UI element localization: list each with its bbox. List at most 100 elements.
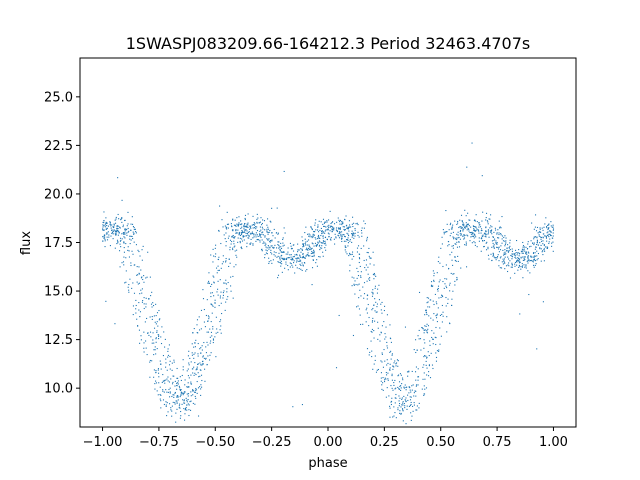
data-point [534,248,536,250]
data-point [132,305,135,307]
data-point [223,282,225,284]
data-point [225,261,227,263]
data-point [147,251,149,253]
x-tick-label: 0.50 [426,435,455,450]
data-point [182,369,184,371]
data-point [457,222,459,224]
data-point [249,225,251,227]
data-point [370,340,372,342]
data-point [515,257,517,259]
data-point [104,224,106,226]
data-point [390,401,392,403]
data-point [488,236,490,238]
data-point [441,295,443,297]
data-point [398,395,400,397]
data-point [205,346,207,348]
data-point [249,233,251,235]
data-point [239,242,241,244]
data-point [312,243,314,245]
data-point [432,300,434,302]
data-point [508,247,510,249]
data-point [456,238,458,241]
data-point [415,339,417,341]
data-point [221,263,223,265]
data-point [149,359,151,362]
data-point [339,221,341,223]
data-point [191,343,193,345]
data-point [433,272,435,274]
data-point [359,258,361,260]
data-point [377,327,379,329]
data-point [507,270,509,273]
data-point [192,390,195,392]
data-point [145,303,147,305]
data-point [507,244,509,246]
data-point [283,244,285,246]
data-point [268,238,270,240]
data-point [132,282,134,284]
data-point [523,246,525,248]
data-point [493,256,495,258]
data-point [320,234,322,237]
data-point [391,373,393,375]
data-point [274,237,276,239]
data-point [123,264,125,266]
data-point [528,252,530,254]
data-point [247,231,249,234]
data-point [180,392,182,394]
data-point [423,356,425,358]
data-point [232,236,234,238]
data-point [135,230,137,233]
data-point [451,304,453,306]
data-point [317,236,319,238]
data-point [107,225,110,227]
data-point [487,229,489,231]
data-point [525,252,527,254]
data-point [519,261,521,263]
data-point [432,343,434,345]
data-point [424,342,426,344]
data-point [373,304,375,306]
data-point [496,246,498,248]
data-point [384,381,386,383]
data-point [324,236,327,238]
data-point [469,240,471,242]
data-point [508,250,510,252]
data-point [112,232,114,234]
data-point [403,386,405,388]
data-point [161,326,163,328]
data-point [266,238,268,240]
data-point [463,223,465,225]
data-point [478,226,480,228]
data-point [289,254,291,256]
data-point [465,215,467,217]
data-point [160,394,162,396]
data-point [522,252,524,254]
data-point [400,374,402,376]
data-point [311,250,313,253]
data-point [418,402,420,404]
data-point [200,309,203,311]
data-point [220,291,222,293]
data-point [534,226,536,228]
data-point [374,359,376,361]
data-point [151,360,153,362]
data-point [250,227,252,229]
data-point [305,241,307,243]
x-tick-label: 0.25 [370,435,399,450]
data-point [129,278,131,280]
data-point [465,222,467,224]
data-point [497,246,499,249]
data-point [228,265,230,268]
data-point [473,226,475,228]
data-point [289,262,291,264]
data-point [550,225,552,227]
data-point [389,351,391,353]
data-point [267,245,269,247]
data-point [380,331,382,333]
data-point [326,221,328,223]
data-point [345,225,347,227]
data-point [392,368,394,370]
data-point [456,278,458,280]
data-point [352,334,355,337]
